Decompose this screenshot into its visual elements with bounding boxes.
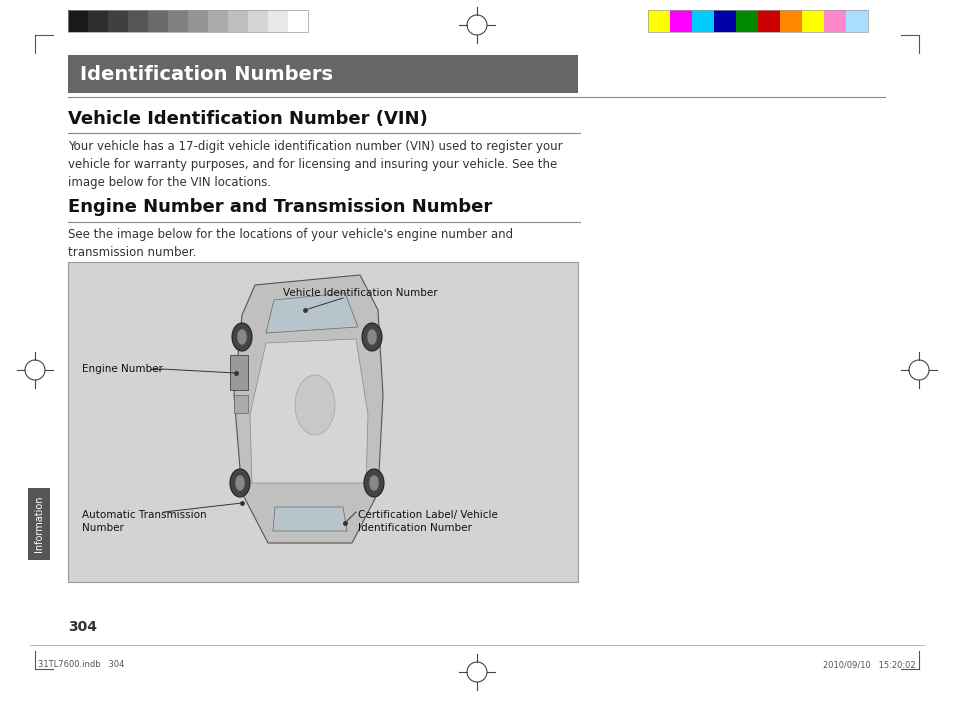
Ellipse shape: [294, 375, 335, 435]
Ellipse shape: [230, 469, 250, 497]
Bar: [647, 10, 669, 32]
Bar: [68, 10, 308, 32]
Bar: [248, 10, 268, 32]
Text: Engine Number and Transmission Number: Engine Number and Transmission Number: [68, 198, 492, 216]
Ellipse shape: [234, 475, 245, 491]
Bar: [188, 10, 208, 32]
Bar: [647, 10, 867, 32]
Bar: [735, 10, 758, 32]
Bar: [233, 395, 248, 413]
Bar: [230, 355, 248, 390]
Text: 2010/09/10   15:20:02: 2010/09/10 15:20:02: [822, 660, 915, 669]
Bar: [691, 10, 713, 32]
Polygon shape: [233, 275, 382, 543]
Polygon shape: [273, 507, 347, 531]
Bar: [28, 488, 50, 560]
Text: Information: Information: [34, 496, 44, 552]
Ellipse shape: [236, 329, 247, 345]
Bar: [823, 10, 845, 32]
Bar: [801, 10, 823, 32]
Text: See the image below for the locations of your vehicle's engine number and
transm: See the image below for the locations of…: [68, 228, 513, 259]
Text: Identification Numbers: Identification Numbers: [80, 65, 333, 84]
Polygon shape: [266, 293, 357, 333]
Bar: [713, 10, 735, 32]
Bar: [288, 10, 308, 32]
Text: Vehicle Identification Number (VIN): Vehicle Identification Number (VIN): [68, 110, 427, 128]
Bar: [780, 10, 801, 32]
Text: Engine Number: Engine Number: [82, 364, 163, 374]
Ellipse shape: [364, 469, 384, 497]
Ellipse shape: [367, 329, 376, 345]
Bar: [68, 262, 578, 582]
Text: 304: 304: [68, 620, 97, 634]
Ellipse shape: [369, 475, 378, 491]
Polygon shape: [250, 339, 368, 483]
Text: Your vehicle has a 17-digit vehicle identification number (VIN) used to register: Your vehicle has a 17-digit vehicle iden…: [68, 140, 562, 189]
Bar: [669, 10, 691, 32]
Bar: [88, 10, 108, 32]
Bar: [108, 10, 128, 32]
Bar: [228, 10, 248, 32]
Bar: [758, 10, 780, 32]
Text: Certification Label/ Vehicle
Identification Number: Certification Label/ Vehicle Identificat…: [357, 510, 497, 533]
Ellipse shape: [361, 323, 381, 351]
Bar: [268, 10, 288, 32]
Bar: [148, 10, 168, 32]
Bar: [128, 10, 148, 32]
Bar: [168, 10, 188, 32]
Bar: [68, 55, 578, 93]
Text: Vehicle Identification Number: Vehicle Identification Number: [283, 288, 437, 298]
Bar: [68, 10, 88, 32]
Ellipse shape: [232, 323, 252, 351]
Bar: [845, 10, 867, 32]
Bar: [208, 10, 228, 32]
Text: 31TL7600.indb   304: 31TL7600.indb 304: [38, 660, 124, 669]
Text: Automatic Transmission
Number: Automatic Transmission Number: [82, 510, 207, 533]
